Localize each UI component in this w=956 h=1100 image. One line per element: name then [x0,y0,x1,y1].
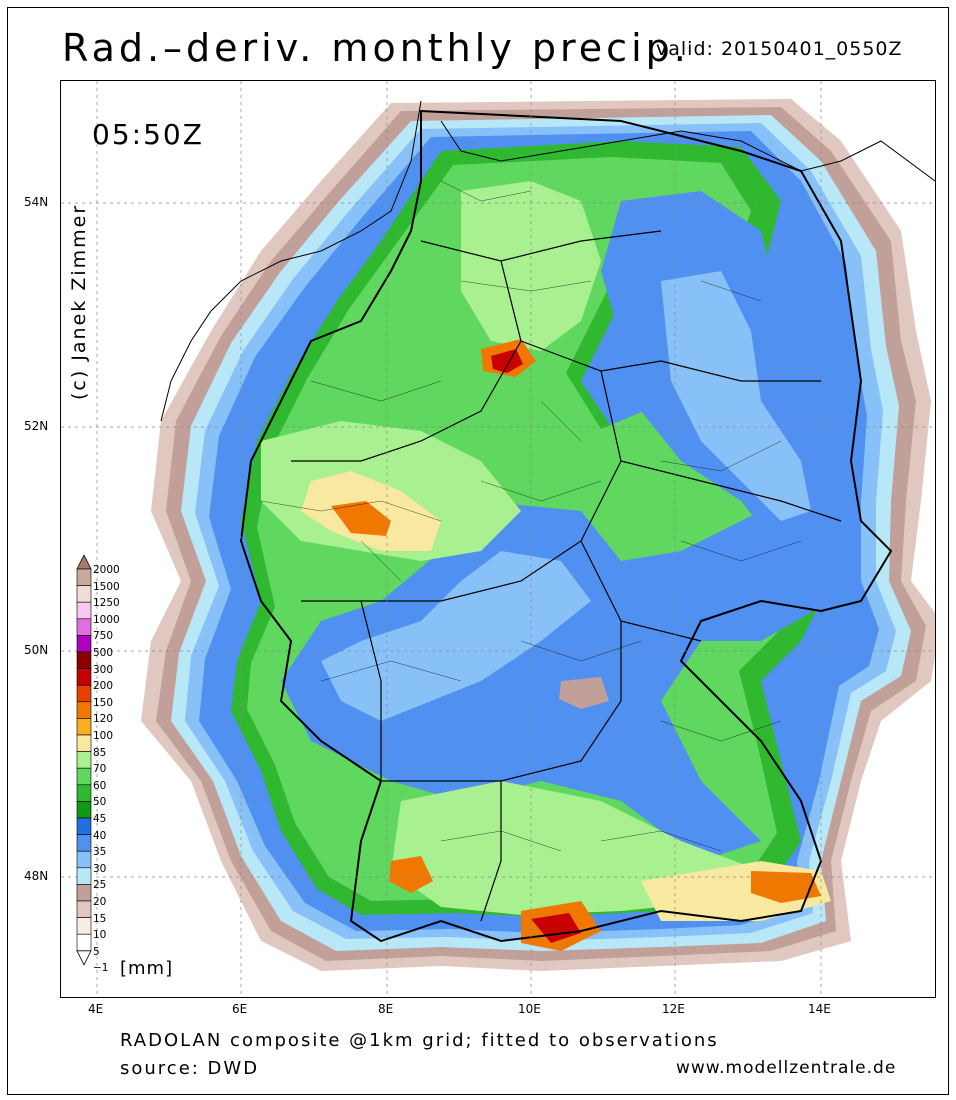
legend-level-label: 100 [93,730,114,742]
lat-tick-54n: 54N [24,195,49,209]
legend-swatch [76,635,92,653]
time-label: 05:50Z [92,118,204,151]
legend-swatch [76,900,92,918]
legend-swatch [76,668,92,686]
legend-swatch [76,718,92,736]
lon-tick-12e: 12E [662,1002,685,1016]
field-light-blue-central [321,551,591,721]
field-red-hannover [491,349,523,373]
field-light-blue-east [661,271,811,521]
legend-top-arrow [76,555,92,570]
legend-level-label: 300 [93,663,114,676]
state-borders [291,230,842,922]
field-orange-ruhr [331,501,391,536]
legend-swatch [76,850,92,869]
legend-level-label: 2000 [93,564,120,576]
legend-swatch [76,684,92,703]
legend-swatch [76,884,92,902]
lon-tick-4e: 4E [88,1002,104,1016]
legend-level-label: 50 [93,796,107,809]
legend-level-label: 20 [93,896,107,908]
legend-swatch [76,767,92,786]
lon-tick-14e: 14E [808,1002,831,1016]
legend-unit: [mm] [120,958,174,979]
grid [61,81,935,997]
legend-swatch [76,917,92,935]
legend-swatch [76,834,92,852]
field-blue-central [281,501,831,861]
legend-level-label: 750 [93,630,114,643]
chart-title: Rad.–deriv. monthly precip. [62,26,690,70]
legend-level-label: 25 [93,879,107,892]
legend-swatch [76,701,92,719]
field-orange-berchtesgaden [751,871,821,903]
field-brown-harz [559,677,609,709]
legend-swatch [76,801,92,819]
lon-tick-8e: 8E [378,1002,394,1016]
precipitation-map [60,80,936,998]
figure-frame [7,7,949,1095]
map-svg [61,81,935,997]
legend-level-label: 1250 [93,597,120,610]
legend-swatch [76,867,92,885]
legend-level-label: 150 [93,696,114,709]
field-red-alps [531,913,581,943]
legend-swatch [76,933,92,952]
legend-level-label: 1500 [93,580,120,593]
legend-swatch [76,618,92,636]
legend-level-label: 30 [93,862,107,875]
legend-level-label: 200 [93,680,114,693]
field-orange-blackforest [389,856,433,893]
legend-level-label: 500 [93,647,114,659]
legend-bottom-arrow [76,950,92,966]
copyright-text: (c) Janek Zimmer [68,203,90,400]
legend-colorbar [76,555,92,966]
legend-swatch [76,734,92,752]
legend-level-label: 60 [93,779,107,792]
legend-level-label: 1000 [93,613,120,626]
legend-level-label: 70 [93,763,107,776]
legend-swatch [76,817,92,835]
legend-level-label: 40 [93,829,107,842]
lon-tick-10e: 10E [518,1002,541,1016]
lat-tick-48n: 48N [24,869,49,883]
legend-swatch [76,651,92,669]
legend-level-label: 35 [93,846,107,859]
valid-time: valid: 20150401_0550Z [656,38,903,60]
legend-level-label: 10 [93,929,107,942]
legend-level-label: 120 [93,713,114,726]
footer-source: source: DWD [120,1058,260,1079]
germany-border [239,109,893,943]
lat-tick-50n: 50N [24,643,49,657]
footer-description: RADOLAN composite @1km grid; fitted to o… [120,1030,719,1051]
lat-tick-52n: 52N [24,419,49,433]
legend-swatch [76,601,92,620]
legend-level-label: −1 [93,962,109,975]
legend-level-label: 45 [93,813,107,825]
legend-swatch [76,568,92,586]
legend-swatch [76,784,92,802]
lon-tick-6e: 6E [232,1002,248,1016]
footer-website: www.modellzentrale.de [676,1058,897,1078]
legend-level-label: 85 [93,746,107,759]
legend-level-label: 5 [93,945,100,958]
legend-level-label: 15 [93,912,107,925]
legend-swatch [76,751,92,769]
legend-swatch [76,585,92,603]
